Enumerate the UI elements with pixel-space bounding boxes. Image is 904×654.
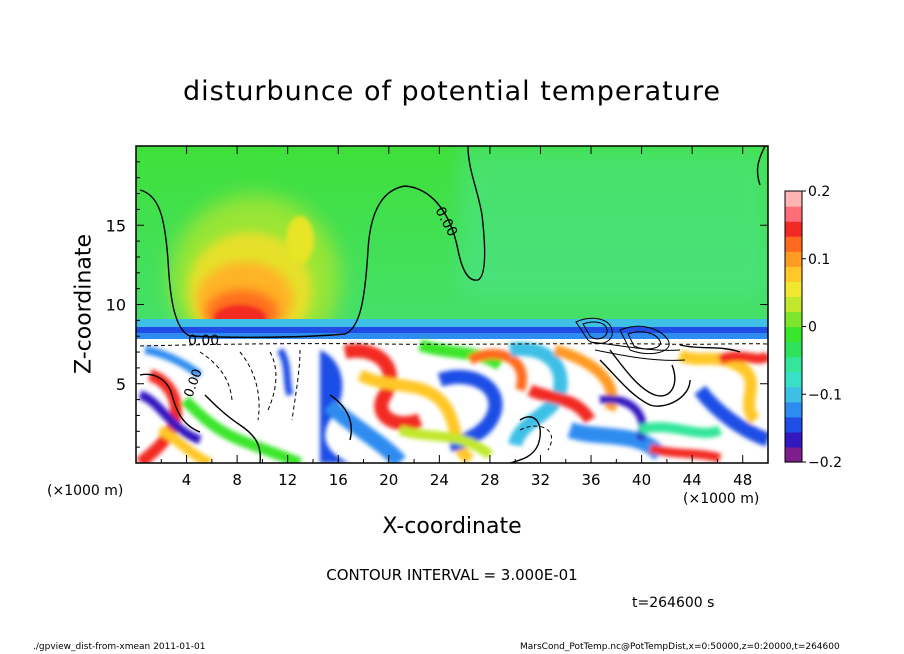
colorbar-swatch <box>785 446 802 463</box>
contour-label-1: 0.00 <box>188 333 219 349</box>
x-tick-label: 16 <box>329 471 348 489</box>
x-tick-label: 48 <box>733 471 752 489</box>
x-tick-label: 40 <box>632 471 651 489</box>
colorbar-tick-label: 0.2 <box>808 184 830 200</box>
y-tick-label: 5 <box>116 375 126 394</box>
x-axis: 4 8 12 16 20 24 28 32 36 40 44 48 <box>160 146 752 489</box>
colorbar-tick-label: 0.1 <box>808 252 830 268</box>
colorbar-swatch <box>785 221 802 237</box>
x-tick-label: 20 <box>379 471 398 489</box>
x-unit-label-left: (×1000 m) <box>47 483 124 499</box>
colorbar-swatch <box>785 191 802 207</box>
colorbar-swatch <box>785 206 802 222</box>
colorbar-swatch <box>785 416 802 433</box>
colorbar-swatch <box>785 266 802 282</box>
colorbar-swatch <box>785 401 802 418</box>
x-tick-label: 4 <box>182 471 192 489</box>
colorbar-swatch <box>785 431 802 448</box>
colorbar-frame <box>784 190 803 463</box>
x-unit-label-right: (×1000 m) <box>683 491 760 507</box>
x-tick-label: 8 <box>232 471 242 489</box>
x-tick-label: 12 <box>278 471 297 489</box>
colorbar-tick-label: −0.2 <box>808 455 842 471</box>
x-tick-label: 24 <box>430 471 449 489</box>
y-tick-label: 10 <box>106 296 126 315</box>
contour-interval-note: CONTOUR INTERVAL = 3.000E-01 <box>326 566 578 584</box>
heatmap-field: 0.00 0.00 0.00 <box>136 146 768 463</box>
contour-label-2: 0.00 <box>431 204 460 239</box>
colorbar-swatch <box>785 311 802 328</box>
time-stamp: t=264600 s <box>632 595 715 611</box>
colorbar-swatch <box>785 236 802 252</box>
x-tick-label: 44 <box>683 471 702 489</box>
x-tick-label: 32 <box>531 471 550 489</box>
colorbar-swatch <box>785 251 802 267</box>
colorbar-swatch <box>785 326 802 343</box>
colorbar <box>785 191 802 463</box>
chart-title: disturbunce of potential temperature <box>183 76 721 107</box>
colorbar-swatch <box>785 386 802 403</box>
colorbar-tick-label: −0.1 <box>808 387 842 403</box>
footer-data-source: MarsCond_PotTemp.nc@PotTempDist,x=0:5000… <box>520 642 840 652</box>
colorbar-swatch <box>785 371 802 388</box>
y-tick-label: 15 <box>106 216 126 235</box>
plot-frame <box>135 145 769 464</box>
colorbar-swatch <box>785 296 802 313</box>
y-axis: 5 10 15 <box>106 161 768 448</box>
x-axis-label: X-coordinate <box>382 514 522 539</box>
colorbar-ticks: 0.2 0.1 0 −0.1 −0.2 <box>802 184 842 471</box>
colorbar-swatch <box>785 341 802 358</box>
y-axis-label: Z-coordinate <box>71 234 97 374</box>
colorbar-swatch <box>785 281 802 297</box>
footer-script-name: ./gpview_dist-from-xmean 2011-01-01 <box>33 642 206 652</box>
x-tick-label: 36 <box>581 471 600 489</box>
contour-label-3: 0.00 <box>182 367 206 399</box>
colorbar-swatch <box>785 356 802 373</box>
colorbar-tick-label: 0 <box>808 320 817 336</box>
x-tick-label: 28 <box>480 471 499 489</box>
